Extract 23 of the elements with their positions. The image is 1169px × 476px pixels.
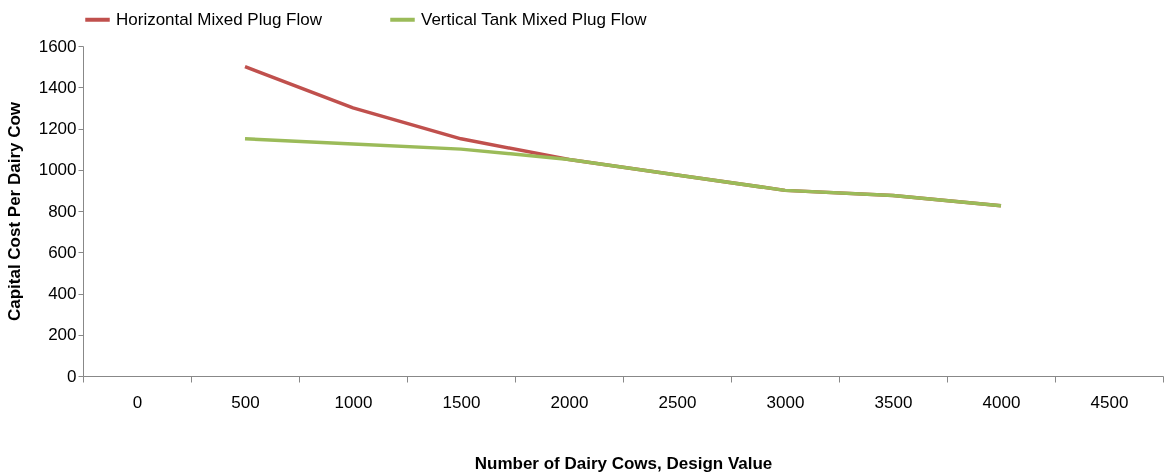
x-tick-label: 1000 [334,392,373,412]
x-tick-label: 2000 [550,392,589,412]
y-tick-label: 800 [48,201,77,221]
y-tick-label: 1600 [38,36,77,56]
legend-label: Vertical Tank Mixed Plug Flow [421,9,648,29]
x-tick-label: 2500 [658,392,697,412]
y-tick-label: 1200 [38,119,77,138]
y-tick-label: 0 [67,366,77,386]
x-tick-label: 4500 [1090,392,1129,412]
y-tick-label: 200 [48,325,77,345]
x-tick-label: 3000 [766,392,805,412]
y-tick-label: 600 [48,242,77,262]
y-axis-title: Capital Cost Per Dairy Cow [4,101,24,322]
x-tick-label: 500 [231,392,260,412]
y-tick-label: 400 [48,284,77,303]
x-tick-label: 3500 [874,392,913,412]
x-tick-label: 1500 [442,392,481,412]
y-tick-label: 1000 [38,160,77,180]
x-axis-title: Number of Dairy Cows, Design Value [474,453,773,473]
legend-label: Horizontal Mixed Plug Flow [116,9,323,29]
x-tick-label: 4000 [982,392,1021,412]
x-tick-label: 0 [132,392,143,412]
y-tick-label: 1400 [38,77,77,97]
